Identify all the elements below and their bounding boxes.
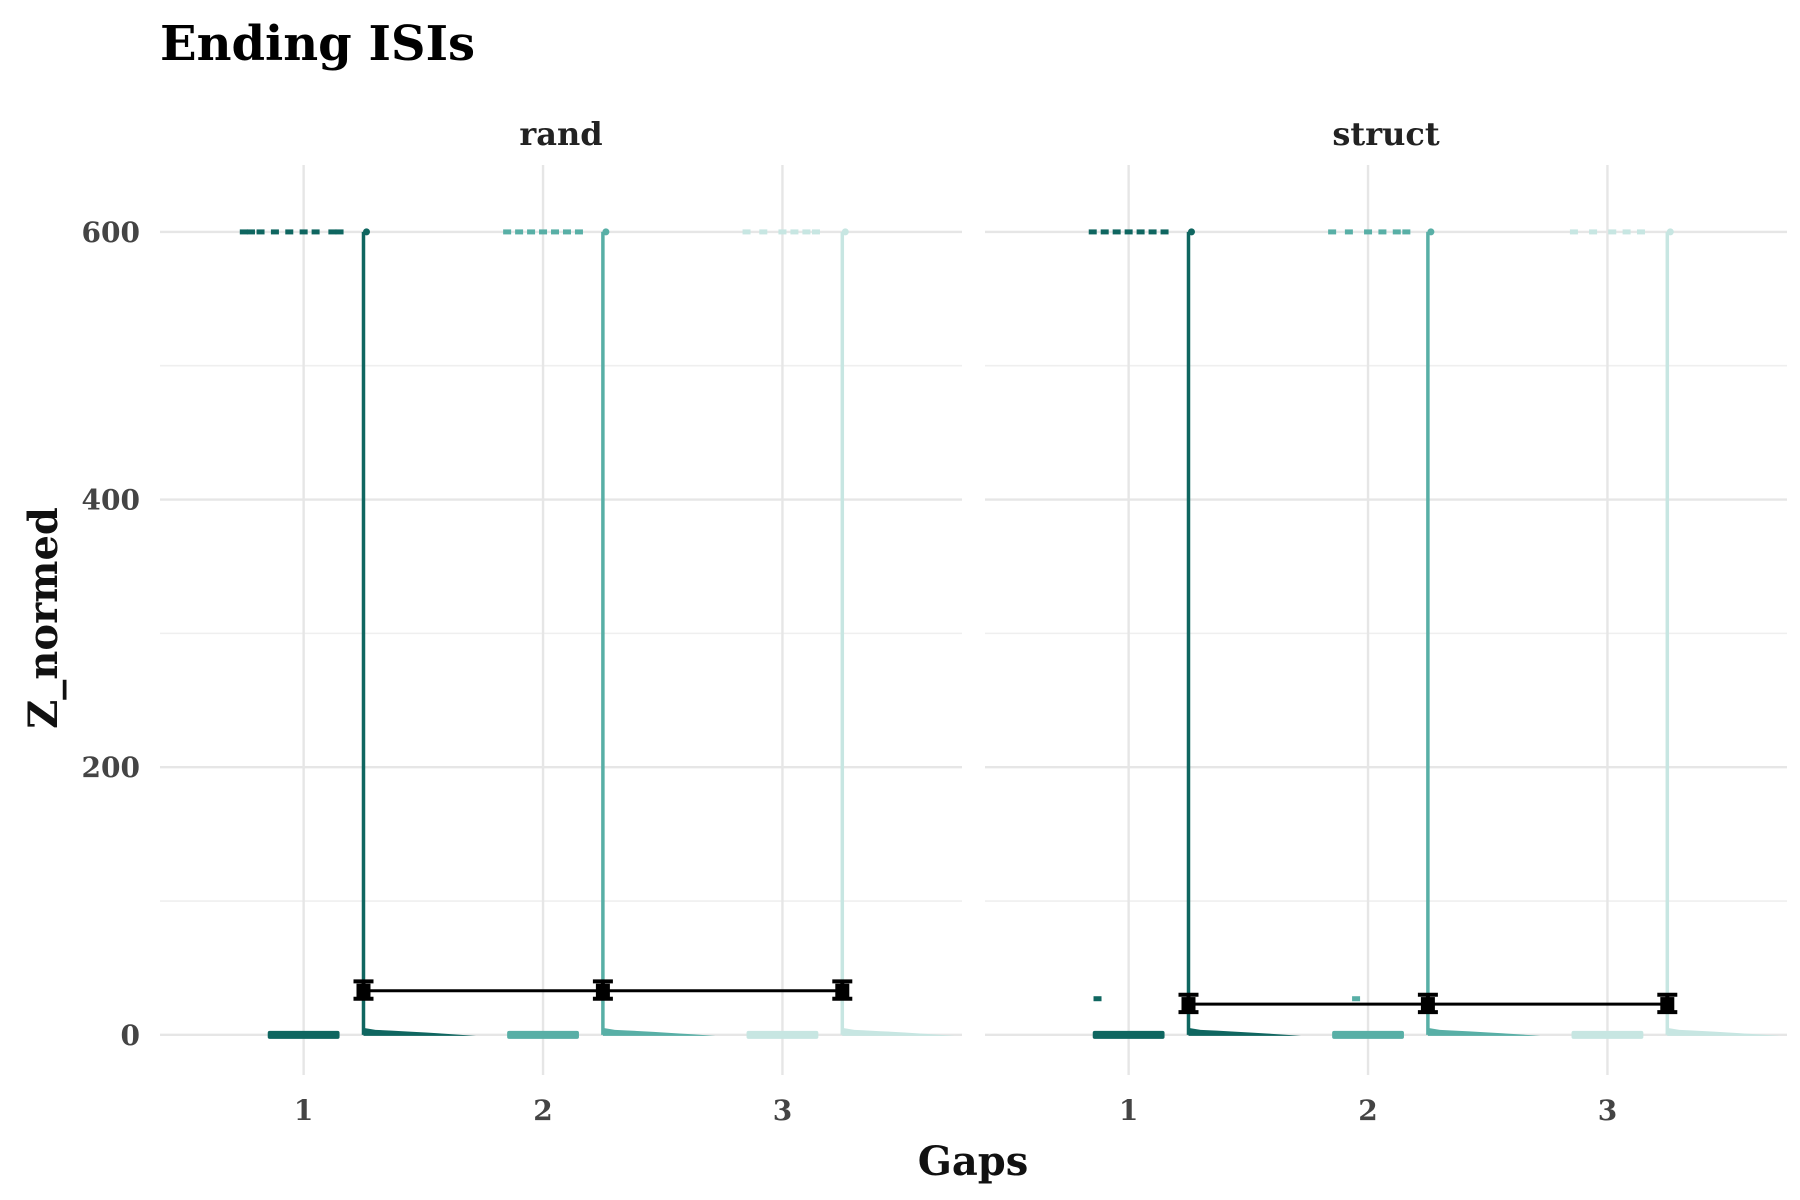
raw-point <box>1124 229 1133 235</box>
raw-point <box>562 229 571 235</box>
raw-point <box>1160 229 1169 235</box>
raw-point <box>1589 229 1598 235</box>
x-tick-label: 1 <box>1119 1094 1138 1127</box>
raw-point <box>1378 229 1387 235</box>
series-gap-3 <box>1569 228 1780 1039</box>
raw-point <box>328 229 337 235</box>
raw-point <box>778 229 787 235</box>
y-tick-label: 600 <box>82 216 140 249</box>
raw-point <box>239 229 248 235</box>
raw-point <box>285 229 294 235</box>
raw-point <box>1328 229 1337 235</box>
y-axis-title: Z_normed <box>20 507 67 729</box>
raw-point <box>1364 229 1373 235</box>
series-gap-1 <box>1088 228 1302 1039</box>
raw-point <box>1148 229 1157 235</box>
y-tick-label: 0 <box>121 1019 140 1052</box>
raw-point <box>790 229 799 235</box>
raw-point <box>1608 229 1617 235</box>
x-tick-label: 3 <box>1598 1094 1617 1127</box>
raw-point <box>802 229 811 235</box>
x-axis-title: Gaps <box>918 1138 1029 1185</box>
raw-point <box>1136 229 1145 235</box>
raw-points-cluster <box>1092 1030 1165 1039</box>
raw-point <box>256 229 265 235</box>
y-tick-label: 200 <box>82 751 140 784</box>
raw-point <box>551 229 560 235</box>
raw-point <box>539 229 548 235</box>
panel-strip-label: rand <box>519 115 602 153</box>
panels: rand 1 2 3 struct 1 2 3 <box>160 115 1787 1127</box>
violin-density <box>1427 1027 1541 1036</box>
y-axis: 0 200 400 600 <box>82 216 140 1052</box>
raw-points-cluster <box>267 1030 340 1039</box>
violin-cap <box>362 228 370 236</box>
raw-point <box>1093 996 1102 1002</box>
raw-point <box>503 229 512 235</box>
raw-point <box>1344 229 1353 235</box>
panel-rand: rand 1 2 3 <box>160 115 962 1127</box>
raw-point <box>299 229 308 235</box>
raw-point <box>246 229 255 235</box>
raw-point <box>742 229 751 235</box>
violin-density <box>1667 1027 1780 1036</box>
raw-points-cluster <box>1571 1030 1644 1039</box>
x-tick-label: 3 <box>773 1094 792 1127</box>
raw-points-cluster <box>507 1030 579 1039</box>
raw-point <box>270 229 279 235</box>
violin-density <box>602 1027 716 1036</box>
series-gap-1 <box>239 228 477 1039</box>
x-tick-label: 1 <box>294 1094 313 1127</box>
raw-points-cluster <box>746 1030 819 1039</box>
raw-point <box>1402 229 1411 235</box>
raw-point <box>1100 229 1109 235</box>
violin-cap <box>841 228 849 236</box>
series-gap-2 <box>1328 228 1541 1039</box>
raw-point <box>1352 996 1361 1002</box>
violin-density <box>1188 1027 1302 1036</box>
raw-point <box>1636 229 1645 235</box>
raw-point <box>759 229 768 235</box>
raw-point <box>1088 229 1097 235</box>
series-gap-2 <box>503 228 716 1039</box>
y-tick-label: 400 <box>82 484 140 517</box>
x-tick-label: 2 <box>533 1094 552 1127</box>
panel-struct: struct 1 2 3 <box>985 115 1787 1127</box>
raw-point <box>811 229 820 235</box>
raw-points-cluster <box>1332 1030 1404 1039</box>
raw-point <box>335 229 344 235</box>
violin-cap <box>602 228 610 236</box>
chart-title: Ending ISIs <box>160 16 475 72</box>
raw-point <box>1569 229 1578 235</box>
panel-strip-label: struct <box>1332 115 1439 153</box>
x-tick-label: 2 <box>1358 1094 1377 1127</box>
raw-point <box>311 229 320 235</box>
raw-point <box>1392 229 1401 235</box>
raw-point <box>527 229 536 235</box>
raw-point <box>1112 229 1121 235</box>
violin-cap <box>1427 228 1435 236</box>
raw-point <box>515 229 524 235</box>
violin-density <box>842 1027 955 1036</box>
violin-density <box>363 1027 477 1036</box>
violin-cap <box>1666 228 1674 236</box>
raw-point <box>574 229 583 235</box>
violin-cap <box>1187 228 1195 236</box>
raw-point <box>1622 229 1631 235</box>
